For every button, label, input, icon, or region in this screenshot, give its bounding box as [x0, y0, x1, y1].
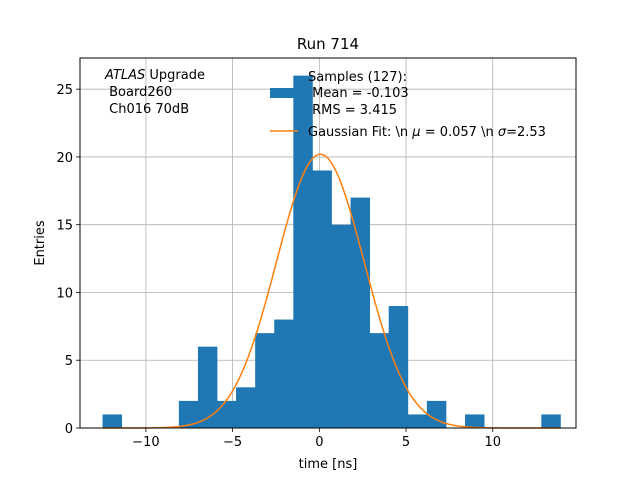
histogram-bar [312, 170, 332, 428]
y-tick-label: 20 [56, 151, 73, 166]
y-tick-label: 5 [65, 354, 73, 369]
legend-samples-line-2: Mean = -0.103 [308, 86, 409, 101]
chart-title: Run 714 [297, 35, 359, 53]
y-tick-label: 0 [65, 422, 73, 437]
annotation-line-1: ATLAS Upgrade [104, 68, 205, 83]
y-axis-label: Entries [33, 220, 48, 266]
annotation-line-2: Board260 [105, 85, 172, 100]
legend: Samples (127): Mean = -0.103 RMS = 3.415… [270, 70, 546, 140]
histogram-bar [388, 306, 409, 428]
histogram-bar [541, 414, 561, 428]
legend-fit-post: =2.53 [506, 125, 546, 140]
histogram-bar [465, 414, 485, 428]
annotation-line-3: Ch016 70dB [105, 102, 189, 117]
y-axis-ticks: 0 5 10 15 20 25 [56, 83, 80, 437]
legend-fit-label: Gaussian Fit: \n μ = 0.057 \n σ=2.53 [308, 125, 546, 140]
x-tick-label: 10 [484, 435, 501, 450]
x-tick-label: 5 [402, 435, 410, 450]
histogram-bar [350, 197, 371, 428]
x-tick-label: −5 [223, 435, 242, 450]
histogram-bar [255, 333, 275, 428]
histogram-bar [274, 319, 294, 428]
legend-histogram-swatch [270, 88, 298, 98]
x-tick-label: −10 [132, 435, 159, 450]
histogram-bar [102, 414, 123, 428]
legend-samples-line-3: RMS = 3.415 [308, 103, 397, 118]
histogram-bar [217, 400, 237, 428]
plot-frame [79, 57, 577, 429]
histogram-bar [369, 333, 390, 428]
legend-fit-mu: μ [411, 125, 420, 140]
y-tick-label: 25 [56, 83, 73, 98]
histogram-bar [331, 224, 351, 428]
histogram-bar [236, 387, 256, 428]
x-axis-label: time [ns] [299, 457, 358, 472]
histogram-bar [426, 400, 447, 428]
x-axis-ticks: −10 −5 0 5 10 [132, 428, 501, 450]
legend-samples-line-1: Samples (127): [308, 70, 407, 85]
legend-fit-mid: = 0.057 \n [421, 125, 498, 140]
y-tick-label: 10 [56, 286, 73, 301]
atlas-annotation: ATLAS Upgrade Board260 Ch016 70dB [104, 68, 205, 117]
x-tick-label: 0 [315, 435, 323, 450]
legend-fit-sigma: σ [498, 125, 507, 140]
histogram-bar [197, 346, 218, 428]
histogram-bar [407, 414, 428, 428]
annotation-atlas: ATLAS [104, 68, 145, 83]
y-tick-label: 15 [56, 219, 73, 234]
legend-fit-pre: Gaussian Fit: \n [308, 125, 412, 140]
annotation-upgrade: Upgrade [145, 68, 205, 83]
histogram-bar [178, 400, 199, 428]
